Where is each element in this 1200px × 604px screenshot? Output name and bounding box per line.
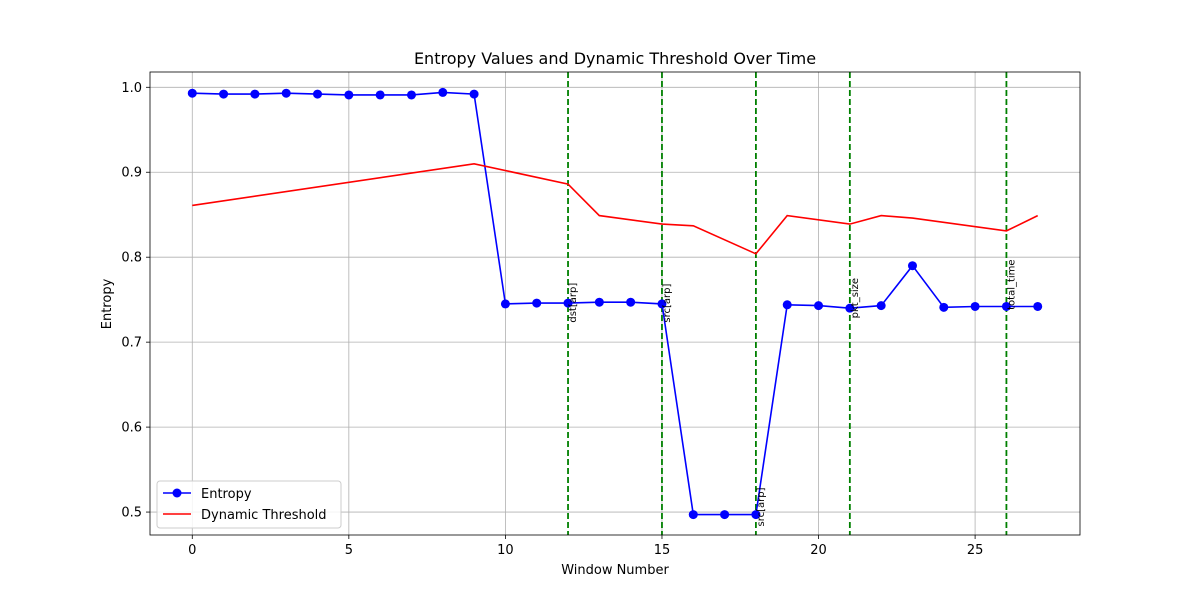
x-tick-label: 5 xyxy=(345,543,353,558)
y-tick-label: 0.7 xyxy=(121,336,142,351)
y-axis-title: Entropy xyxy=(100,278,115,329)
annotation-label: src[arp] xyxy=(662,284,673,323)
legend-label-dynamic-threshold: Dynamic Threshold xyxy=(201,508,327,523)
x-tick-label: 10 xyxy=(497,543,514,558)
entropy-point xyxy=(1033,301,1043,311)
entropy-point xyxy=(219,89,229,99)
x-tick-label: 0 xyxy=(188,543,196,558)
entropy-point xyxy=(563,298,573,308)
entropy-point xyxy=(344,90,354,100)
legend-label-entropy: Entropy xyxy=(201,487,252,502)
legend: Entropy Dynamic Threshold xyxy=(156,480,342,529)
annotation-label: total_time xyxy=(1006,259,1017,309)
x-tick-label: 20 xyxy=(810,543,827,558)
entropy-point xyxy=(1001,301,1011,311)
y-tick-label: 1.0 xyxy=(121,81,142,96)
entropy-point xyxy=(469,89,479,99)
x-axis-title: Window Number xyxy=(561,563,669,578)
y-tick-label: 0.5 xyxy=(121,506,142,521)
entropy-point xyxy=(688,510,698,520)
entropy-point xyxy=(845,303,855,313)
entropy-point xyxy=(907,261,917,271)
y-tick-label: 0.6 xyxy=(121,421,142,436)
entropy-point xyxy=(814,301,824,311)
entropy-line xyxy=(192,91,1038,516)
entropy-point xyxy=(532,298,542,308)
entropy-point xyxy=(970,301,980,311)
x-tick-label: 25 xyxy=(967,543,984,558)
dynamic-threshold-line xyxy=(192,162,1039,255)
entropy-point xyxy=(720,510,730,520)
entropy-point xyxy=(657,299,667,309)
entropy-point xyxy=(406,90,416,100)
y-tick-label: 0.8 xyxy=(121,251,142,266)
entropy-point xyxy=(939,302,949,312)
entropy-point xyxy=(876,301,886,311)
legend-box xyxy=(156,480,342,529)
chart-title: Entropy Values and Dynamic Threshold Ove… xyxy=(414,49,816,68)
annotation-label: dst[arp] xyxy=(568,283,579,323)
y-tick-label: 0.9 xyxy=(121,166,142,181)
annotation-label: src[arp] xyxy=(756,487,767,526)
plot-area: dst[arp] src[arp] src[arp] pkt_size total_ti… xyxy=(149,71,1081,536)
entropy-point xyxy=(187,88,197,98)
entropy-point xyxy=(438,87,448,97)
entropy-point xyxy=(626,297,636,307)
entropy-point xyxy=(500,299,510,309)
axes-frame xyxy=(149,71,1081,536)
entropy-point xyxy=(594,297,604,307)
entropy-point xyxy=(281,88,291,98)
entropy-point xyxy=(313,89,323,99)
entropy-point xyxy=(751,510,761,520)
entropy-point xyxy=(250,89,260,99)
entropy-point xyxy=(375,90,385,100)
entropy-point xyxy=(782,300,792,310)
x-tick-label: 15 xyxy=(654,543,671,558)
legend-marker-entropy xyxy=(172,488,182,498)
annotation-label: pkt_size xyxy=(850,278,861,318)
